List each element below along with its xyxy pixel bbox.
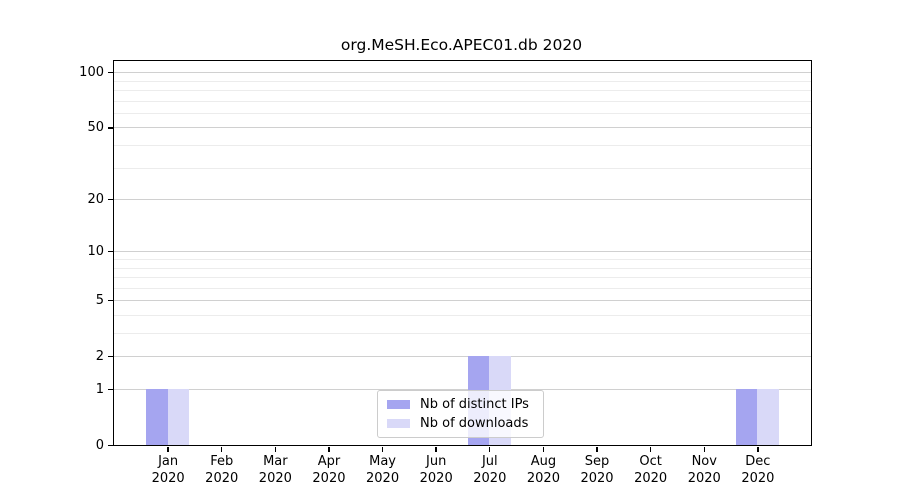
minor-gridline <box>114 90 811 91</box>
chart-title: org.MeSH.Eco.APEC01.db 2020 <box>340 36 583 54</box>
plot-area <box>113 60 812 446</box>
x-tick-mark <box>221 447 223 452</box>
major-gridline <box>114 127 811 129</box>
x-tick-mark <box>649 447 652 452</box>
major-gridline <box>114 251 811 253</box>
y-tick-mark <box>108 251 113 253</box>
minor-gridline <box>114 112 811 114</box>
x-tick-month: Jan <box>158 454 179 469</box>
major-gridline <box>114 72 811 74</box>
x-tick-month: Oct <box>639 454 662 469</box>
legend-item-downloads: Nb of downloads <box>378 416 543 431</box>
x-tick-month: Jun <box>426 454 447 469</box>
legend-swatch-downloads <box>387 419 410 428</box>
x-tick-year: 2020 <box>258 471 292 486</box>
x-tick-label: Jun 2020 <box>420 453 453 487</box>
x-tick-label: Dec 2020 <box>741 453 774 487</box>
legend-label-distinct-ips: Nb of distinct IPs <box>420 397 529 412</box>
x-tick-year: 2020 <box>580 471 614 486</box>
minor-gridline <box>114 267 811 269</box>
x-tick-label: Oct 2020 <box>634 453 667 487</box>
x-tick-month: Jul <box>481 454 498 469</box>
x-tick-year: 2020 <box>526 471 560 486</box>
bar-downloads <box>757 389 779 445</box>
x-tick-mark <box>757 447 759 452</box>
major-gridline <box>114 300 811 302</box>
x-tick-mark <box>274 447 277 452</box>
x-tick-year: 2020 <box>366 471 400 486</box>
minor-gridline <box>114 314 811 316</box>
y-tick-mark <box>108 127 113 129</box>
x-tick-label: Feb 2020 <box>205 453 238 487</box>
x-tick-month: May <box>369 454 396 469</box>
x-tick-label: Jan 2020 <box>152 453 185 487</box>
x-tick-mark <box>167 447 169 452</box>
x-tick-year: 2020 <box>687 471 721 486</box>
x-tick-month: Feb <box>210 454 234 469</box>
minor-gridline <box>114 100 811 102</box>
x-tick-month: Sep <box>584 454 610 469</box>
y-tick-mark <box>108 356 113 358</box>
y-tick-label: 1 <box>95 382 104 397</box>
y-tick-label: 10 <box>87 244 104 260</box>
minor-gridline <box>114 80 811 82</box>
x-tick-label: Sep 2020 <box>580 453 613 487</box>
x-tick-label: Apr 2020 <box>312 453 345 487</box>
x-tick-month: Apr <box>317 454 341 469</box>
x-tick-month: Nov <box>691 454 717 469</box>
x-tick-label: Aug 2020 <box>527 453 560 487</box>
bar-distinct-ips <box>146 389 168 445</box>
y-tick-mark <box>108 71 113 74</box>
x-tick-year: 2020 <box>312 471 346 486</box>
y-tick-mark <box>108 198 113 201</box>
x-tick-year: 2020 <box>151 471 185 486</box>
legend-swatch-distinct-ips <box>387 400 410 409</box>
x-tick-year: 2020 <box>473 471 507 486</box>
minor-gridline <box>114 287 811 289</box>
x-tick-year: 2020 <box>419 471 453 486</box>
major-gridline <box>114 199 811 201</box>
y-tick-label: 2 <box>95 349 104 365</box>
legend-item-distinct-ips: Nb of distinct IPs <box>378 397 543 412</box>
y-tick-mark <box>108 388 113 391</box>
x-tick-label: Jul 2020 <box>473 453 506 487</box>
x-tick-mark <box>489 447 491 452</box>
minor-gridline <box>114 145 811 146</box>
x-tick-month: Mar <box>263 454 288 469</box>
y-tick-label: 0 <box>95 438 104 453</box>
y-tick-label: 20 <box>87 192 104 208</box>
x-tick-month: Dec <box>745 454 771 469</box>
y-tick-label: 100 <box>79 65 104 81</box>
major-gridline <box>114 356 811 358</box>
minor-gridline <box>114 277 811 279</box>
minor-gridline <box>114 258 811 260</box>
x-tick-mark <box>435 447 437 452</box>
x-tick-mark <box>596 447 598 452</box>
x-tick-label: Mar 2020 <box>259 453 292 487</box>
x-tick-mark <box>542 447 545 452</box>
legend: Nb of distinct IPs Nb of downloads <box>377 390 544 438</box>
y-tick-label: 50 <box>87 120 104 136</box>
y-tick-label: 5 <box>95 293 104 309</box>
x-tick-year: 2020 <box>634 471 668 486</box>
bar-distinct-ips <box>735 389 758 445</box>
x-tick-label: May 2020 <box>366 453 399 487</box>
x-tick-mark <box>703 447 705 452</box>
x-tick-label: Nov 2020 <box>688 453 721 487</box>
y-tick-mark <box>108 444 113 447</box>
legend-label-downloads: Nb of downloads <box>420 416 529 431</box>
x-tick-mark <box>381 447 384 452</box>
major-gridline <box>114 389 811 390</box>
minor-gridline <box>114 333 811 334</box>
x-tick-mark <box>328 447 330 452</box>
x-tick-year: 2020 <box>741 471 775 486</box>
x-tick-year: 2020 <box>205 471 239 486</box>
y-tick-mark <box>108 300 113 302</box>
x-tick-month: Aug <box>530 454 557 469</box>
minor-gridline <box>114 167 811 169</box>
bar-downloads <box>167 389 190 445</box>
